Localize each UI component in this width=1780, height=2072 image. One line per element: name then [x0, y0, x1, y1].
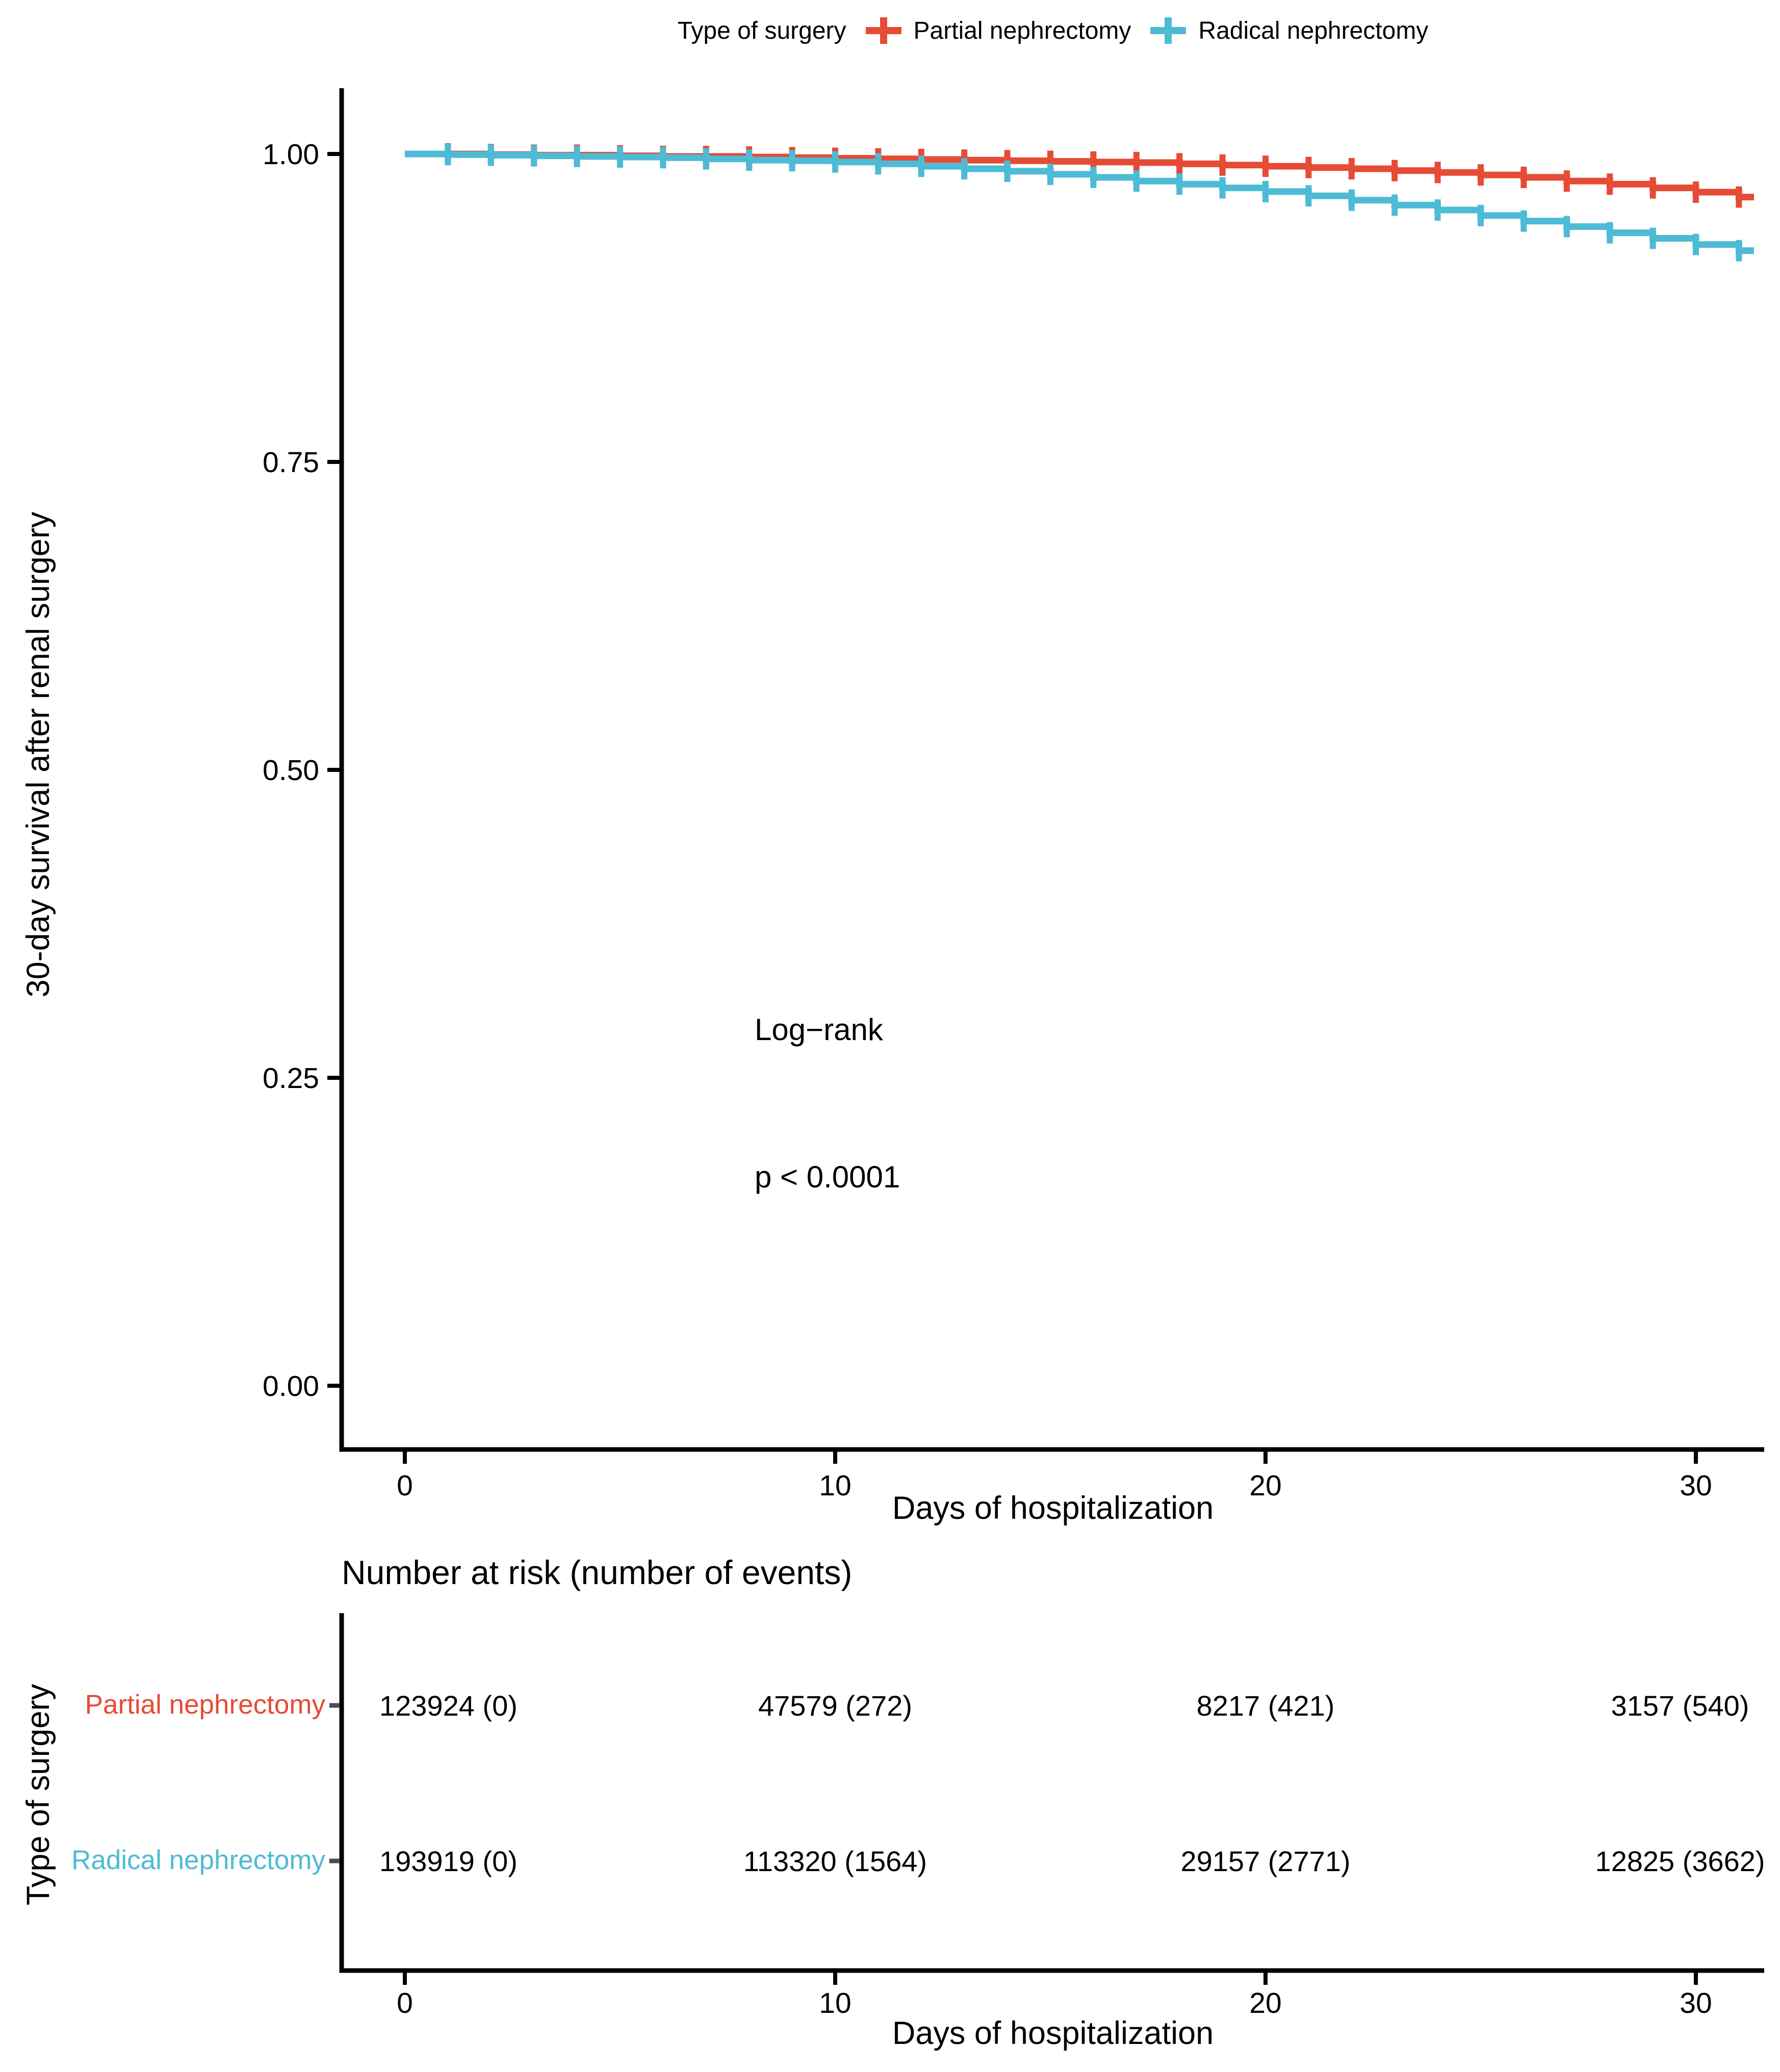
x-tick-label: 10 [819, 1469, 851, 1502]
risk-table-axes: 0 10 20 30 [329, 1613, 1764, 2019]
x-tick-label: 30 [1680, 1469, 1712, 1502]
survival-curves [405, 143, 1754, 262]
x-tick-label: 0 [397, 1469, 413, 1502]
legend-item-partial: Partial nephrectomy [865, 15, 1131, 46]
risk-value: 8217 (421) [1197, 1690, 1335, 1722]
risk-value: 193919 (0) [379, 1845, 518, 1877]
table-x-tick-label: 30 [1680, 1987, 1712, 2019]
table-x-tick-label: 0 [397, 1987, 413, 2019]
y-tick-label: 0.25 [263, 1062, 319, 1095]
plus-marker-icon [865, 17, 901, 44]
plot-x-axis-title: Days of hospitalization [892, 1490, 1214, 1526]
legend-label-radical: Radical nephrectomy [1198, 17, 1429, 44]
risk-table-title: Number at risk (number of events) [342, 1553, 853, 1591]
legend-title: Type of surgery [677, 17, 846, 44]
risk-value: 29157 (2771) [1180, 1845, 1350, 1877]
plot-axes: 1.00 0.75 0.50 0.25 0.00 0 10 20 30 [263, 88, 1764, 1502]
risk-value: 123924 (0) [379, 1690, 518, 1722]
table-x-tick-label: 10 [819, 1987, 851, 2019]
risk-value: 47579 (272) [758, 1690, 912, 1722]
y-tick-label: 0.50 [263, 754, 319, 787]
risk-table-x-axis-title: Days of hospitalization [892, 2015, 1214, 2051]
survival-curve-radical [405, 150, 1754, 254]
censor-marks-radical [445, 144, 1742, 262]
table-x-tick-label: 20 [1249, 1987, 1281, 2019]
legend-label-partial: Partial nephrectomy [913, 17, 1131, 44]
risk-value: 3157 (540) [1611, 1690, 1749, 1722]
risk-row-label-radical: Radical nephrectomy [71, 1845, 325, 1875]
y-tick-label: 0.00 [263, 1370, 319, 1403]
y-tick-label: 0.75 [263, 446, 319, 479]
y-tick-label: 1.00 [263, 138, 319, 171]
risk-table-values: 123924 (0) 47579 (272) 8217 (421) 3157 (540… [379, 1690, 1765, 1877]
plus-marker-icon [1150, 17, 1186, 44]
legend: Type of surgery Partial nephrectomy Radi… [342, 9, 1764, 52]
pvalue-annotation: p < 0.0001 [755, 1160, 900, 1194]
risk-value: 113320 (1564) [743, 1845, 927, 1877]
x-tick-label: 20 [1249, 1469, 1281, 1502]
risk-row-label-partial: Partial nephrectomy [85, 1690, 325, 1720]
legend-item-radical: Radical nephrectomy [1149, 15, 1428, 46]
logrank-annotation: Log−rank [755, 1013, 883, 1047]
risk-value: 12825 (3662) [1595, 1845, 1765, 1877]
